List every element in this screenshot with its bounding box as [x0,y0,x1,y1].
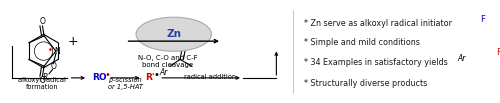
Text: RO: RO [92,73,106,82]
Text: Zn: Zn [166,29,182,39]
Text: R': R' [145,73,154,82]
Text: * Structurally diverse products: * Structurally diverse products [304,79,427,88]
Text: •: • [154,70,159,80]
Text: * Zn serve as alkoxyl radical initiator: * Zn serve as alkoxyl radical initiator [304,19,452,28]
Text: R': R' [496,48,500,57]
Text: F: F [480,15,485,24]
Text: N-O, C-O and C-F
bond cleavage: N-O, C-O and C-F bond cleavage [138,55,198,68]
Text: alkoxyl radical
formation: alkoxyl radical formation [18,77,66,90]
Text: * Simple and mild conditions: * Simple and mild conditions [304,38,420,47]
Text: β-scission
or 1,5-HAT: β-scission or 1,5-HAT [108,77,143,90]
Text: O: O [50,62,56,71]
Text: R: R [43,73,49,82]
Text: O: O [40,76,46,85]
Text: •: • [48,46,52,55]
Text: Ar: Ar [159,68,168,77]
Text: +: + [68,35,78,48]
Text: •: • [104,70,110,80]
Text: Ar: Ar [458,54,466,63]
Text: N: N [54,47,60,56]
Text: F: F [186,22,190,31]
Text: * 34 Examples in satisfactory yields: * 34 Examples in satisfactory yields [304,58,448,67]
Text: F: F [197,33,202,42]
Text: F: F [170,24,174,33]
Text: radical addition: radical addition [184,74,236,80]
Text: O: O [40,17,46,26]
Ellipse shape [136,17,212,51]
